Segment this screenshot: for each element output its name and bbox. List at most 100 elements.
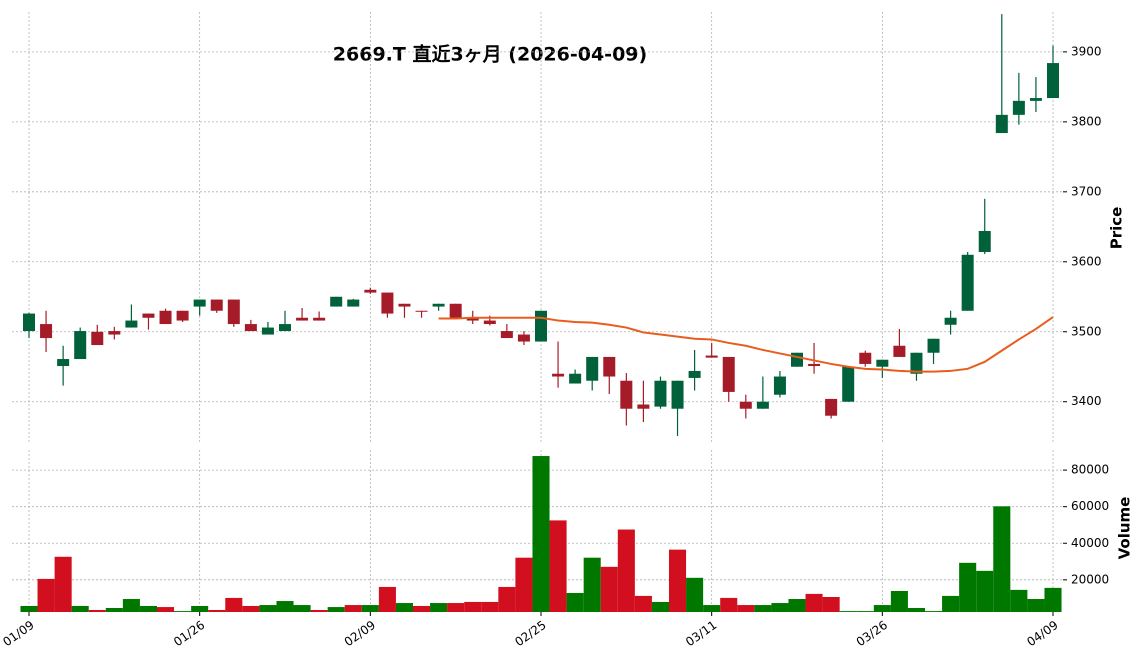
candle-body	[876, 359, 889, 367]
candle-body	[910, 352, 923, 374]
volume-bar	[1010, 589, 1028, 612]
candle-body	[517, 334, 530, 342]
volume-bar	[549, 520, 567, 612]
candle-body	[842, 366, 855, 402]
y-axis-label: Volume	[1116, 497, 1134, 560]
volume-bar	[242, 605, 260, 612]
volume-bar	[617, 529, 635, 612]
volume-bar	[925, 611, 943, 612]
x-tick-label: 02/09	[342, 618, 378, 649]
candle-body	[620, 380, 633, 409]
volume-bar	[583, 557, 601, 612]
volume-bar	[481, 601, 499, 612]
candle-body	[261, 327, 274, 335]
volume-bar	[310, 609, 328, 612]
moving-average-line	[438, 316, 1054, 373]
candle-body	[739, 401, 752, 409]
candle-body	[279, 324, 291, 332]
candle-body	[381, 292, 394, 314]
candle-body	[569, 373, 582, 384]
volume-bar	[225, 597, 243, 612]
volume-bar	[157, 607, 175, 612]
volume-bar	[276, 601, 294, 612]
candle-body	[773, 376, 786, 395]
candle-body	[1029, 98, 1042, 101]
volume-bar	[293, 605, 311, 612]
candle-body	[927, 338, 940, 353]
y-tick-label: 40000	[1071, 536, 1109, 550]
candle-body	[483, 320, 496, 325]
volume-bar	[754, 605, 772, 612]
candle-body	[193, 299, 206, 307]
y-axis-label: Price	[1108, 207, 1126, 250]
candle-body	[244, 324, 257, 332]
chart-title: 2669.T 直近3ヶ月 (2026-04-09)	[333, 43, 647, 66]
candle-body	[57, 359, 70, 367]
x-tick-label: 04/09	[1024, 618, 1060, 649]
candle-body	[603, 356, 616, 377]
volume-bar	[54, 556, 72, 612]
volume-bar	[191, 605, 209, 612]
candle-body	[654, 380, 667, 407]
volume-bar	[395, 603, 413, 612]
candle-body	[227, 299, 240, 325]
volume-bar	[139, 605, 157, 612]
volume-bar	[720, 597, 738, 612]
candle-body	[449, 303, 462, 318]
y-tick-label: 3900	[1071, 44, 1102, 58]
y-tick-label: 3400	[1071, 394, 1102, 408]
volume-bar	[976, 570, 994, 612]
candle-body	[125, 320, 138, 328]
x-tick-label: 03/26	[854, 618, 890, 649]
volume-bar	[174, 611, 192, 612]
volume-bar	[703, 605, 721, 612]
x-tick-label: 01/09	[0, 618, 36, 649]
candle-body	[313, 317, 326, 321]
candle-body	[944, 317, 957, 325]
volume-bar	[1027, 599, 1045, 612]
y-tick-label: 3700	[1071, 184, 1102, 198]
y-tick-label: 3600	[1071, 254, 1102, 268]
candle-body	[159, 310, 172, 325]
candle-body	[893, 345, 906, 357]
candle-body	[142, 313, 155, 318]
candle-body	[859, 352, 872, 364]
volume-bar	[378, 586, 396, 612]
candle-body	[671, 380, 684, 409]
volume-bar	[361, 605, 379, 612]
candle-body	[586, 356, 599, 381]
volume-bar	[839, 611, 857, 612]
candle-body	[535, 310, 547, 342]
candle-body	[1047, 63, 1059, 99]
volume-bar	[447, 603, 465, 612]
candle-body	[722, 356, 735, 392]
volume-bar	[498, 586, 516, 612]
candle-body	[364, 289, 377, 293]
candle-body	[705, 355, 718, 358]
y-tick-label: 3800	[1071, 114, 1102, 128]
volume-bar	[37, 578, 55, 612]
volume-bar	[634, 595, 652, 612]
volume-bar	[413, 605, 431, 612]
volume-bar	[788, 599, 806, 612]
candle-body	[791, 352, 803, 367]
volume-bar	[208, 609, 226, 612]
x-tick-label: 02/25	[512, 618, 548, 649]
volume-bar	[515, 557, 533, 612]
candle-body	[808, 363, 821, 367]
volume-bar	[1044, 587, 1062, 612]
volume-bar	[600, 566, 618, 612]
candle-body	[756, 401, 769, 409]
volume-bar	[805, 593, 823, 612]
volume-bar	[907, 607, 925, 612]
candle-body	[210, 299, 223, 311]
candle-body	[23, 313, 35, 332]
x-tick-label: 01/26	[171, 618, 207, 649]
volume-bar	[20, 605, 38, 612]
y-tick-label: 80000	[1071, 463, 1109, 477]
candle-body	[552, 373, 565, 377]
volume-bar	[566, 592, 584, 612]
volume-bar	[532, 456, 550, 612]
candle-body	[176, 310, 189, 321]
volume-bar	[122, 599, 140, 612]
